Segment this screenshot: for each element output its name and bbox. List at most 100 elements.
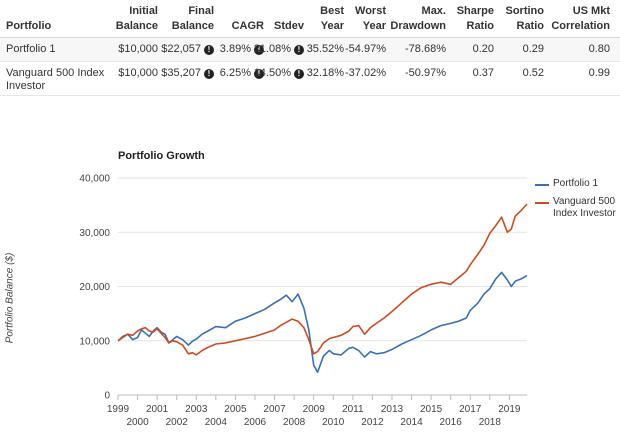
x-tick-label: 2007 <box>263 404 286 415</box>
portfolio-name: Investor <box>6 80 46 92</box>
chart-title: Portfolio Growth <box>118 150 205 162</box>
column-header-text: Sharpe <box>456 5 494 17</box>
series-line-vanguard-500[interactable] <box>117 203 528 356</box>
column-header-portfolio: Portfolio <box>6 19 106 34</box>
cell-sortino: 0.52 <box>494 67 544 79</box>
cell-best: 32.18% <box>304 67 344 79</box>
cell-value: -54.97% <box>345 43 386 55</box>
cell-portfolio: Vanguard 500 Index Investor <box>6 67 106 93</box>
column-header-text: Ratio <box>466 20 495 32</box>
column-header-text: Stdev <box>274 20 304 32</box>
x-tick-label: 2010 <box>322 417 345 428</box>
column-header-text: Sortino <box>505 5 545 17</box>
y-tick-label: 30,000 <box>79 228 110 239</box>
cell-final: $22,057! <box>143 43 214 55</box>
column-header-text: Balance <box>115 20 158 32</box>
info-icon[interactable]: ! <box>294 45 304 55</box>
column-header-sharpe: Sharpe Ratio <box>446 4 494 34</box>
cell-value: $10,000 <box>118 43 158 55</box>
cell-initial: $10,000 <box>104 43 158 55</box>
column-header-cagr: CAGR <box>214 19 264 34</box>
column-header-text: Final <box>188 5 214 17</box>
chart-legend: Portfolio 1 Vanguard 500 Index Investor <box>535 178 620 226</box>
info-icon[interactable]: ! <box>204 69 214 79</box>
legend-item[interactable]: Vanguard 500 Index Investor <box>535 196 620 220</box>
column-header-text: Worst <box>355 5 386 17</box>
info-icon[interactable]: ! <box>204 45 214 55</box>
x-tick-label: 2008 <box>283 417 306 428</box>
info-icon[interactable]: ! <box>254 45 264 55</box>
x-tick-label: 2005 <box>224 404 247 415</box>
legend-item[interactable]: Portfolio 1 <box>535 178 620 190</box>
cell-stdev: 21.08%! <box>249 43 304 55</box>
cell-value: 32.18% <box>306 67 344 79</box>
x-tick-label: 2003 <box>185 404 208 415</box>
cell-portfolio: Portfolio 1 <box>6 43 106 56</box>
column-header-text: CAGR <box>231 20 264 32</box>
x-tick-label: 2018 <box>479 417 502 428</box>
column-header-text: Best <box>320 5 344 17</box>
portfolio-name: Portfolio 1 <box>6 43 56 55</box>
cell-value: 0.20 <box>472 43 494 55</box>
x-tick-label: 2011 <box>342 404 364 415</box>
cell-value: 0.52 <box>522 67 544 79</box>
column-header-initial: Initial Balance <box>104 4 158 34</box>
cell-value: -78.68% <box>405 43 446 55</box>
cell-value: 6.25% <box>219 67 251 79</box>
x-tick-label: 2017 <box>459 404 482 415</box>
info-icon[interactable]: ! <box>294 69 304 79</box>
cell-value: 0.80 <box>588 43 610 55</box>
y-tick-label: 20,000 <box>79 282 110 293</box>
cell-best: 35.52% <box>304 43 344 55</box>
cell-value: $35,207 <box>161 67 201 79</box>
portfolio-name: Vanguard 500 Index <box>6 67 105 79</box>
y-tick-label: 40,000 <box>79 174 110 185</box>
cell-value: 0.99 <box>588 67 610 79</box>
x-tick-label: 2019 <box>498 404 521 415</box>
x-tick-label: 2000 <box>126 417 149 428</box>
x-tick-label: 2012 <box>361 417 384 428</box>
column-header-sortino: Sortino Ratio <box>494 4 545 34</box>
info-icon[interactable]: ! <box>254 69 264 79</box>
legend-label: Vanguard 500 Index Investor <box>553 196 616 219</box>
table-row: Vanguard 500 Index Investor $10,000 $35,207… <box>0 62 620 96</box>
cell-usmkt: 0.80 <box>546 43 610 55</box>
column-header-text: Drawdown <box>390 20 446 32</box>
cell-sortino: 0.29 <box>494 43 544 55</box>
column-header-text: Balance <box>171 20 214 32</box>
cell-sharpe: 0.20 <box>446 43 494 55</box>
cell-sharpe: 0.37 <box>446 67 494 79</box>
column-header-text: Ratio <box>516 20 545 32</box>
cell-worst: -54.97% <box>344 43 386 55</box>
legend-swatch <box>535 184 549 186</box>
column-header-stdev: Stdev <box>262 19 304 34</box>
cell-value: 3.89% <box>219 43 251 55</box>
table-header-row: Portfolio Initial Balance Final Balance CAGR S… <box>0 0 620 38</box>
cell-maxdd: -50.97% <box>386 67 446 79</box>
cell-value: 0.37 <box>472 67 494 79</box>
column-header-final: Final Balance <box>156 4 214 34</box>
cell-value: -37.02% <box>345 67 386 79</box>
x-tick-label: 2001 <box>146 404 169 415</box>
cell-value: 14.50% <box>253 67 291 79</box>
cell-stdev: 14.50%! <box>249 67 304 79</box>
cell-initial: $10,000 <box>104 67 158 79</box>
cell-value: $10,000 <box>118 67 158 79</box>
x-tick-label: 2014 <box>400 417 423 428</box>
table-row: Portfolio 1 $10,000 $22,057! 3.89%! 21.08%! 3… <box>0 38 620 62</box>
legend-swatch <box>535 202 549 204</box>
x-tick-label: 1999 <box>107 404 130 415</box>
cell-value: 0.29 <box>522 43 544 55</box>
cell-cagr: 3.89%! <box>201 43 264 55</box>
column-header-text: Year <box>320 20 344 32</box>
cell-value: $22,057 <box>161 43 201 55</box>
column-header-worst: Worst Year <box>344 4 386 34</box>
column-header-text: Portfolio <box>6 20 52 32</box>
x-tick-label: 2009 <box>303 404 326 415</box>
legend-label: Portfolio 1 <box>553 178 599 189</box>
series-line-portfolio-1[interactable] <box>117 271 528 373</box>
x-tick-label: 2015 <box>420 404 443 415</box>
y-tick-label: 10,000 <box>79 336 110 347</box>
column-header-maxdd: Max. Drawdown <box>386 4 446 34</box>
portfolio-growth-chart: 0 10,000 20,000 30,000 40,000 1999 2001 2003 20… <box>79 174 528 428</box>
